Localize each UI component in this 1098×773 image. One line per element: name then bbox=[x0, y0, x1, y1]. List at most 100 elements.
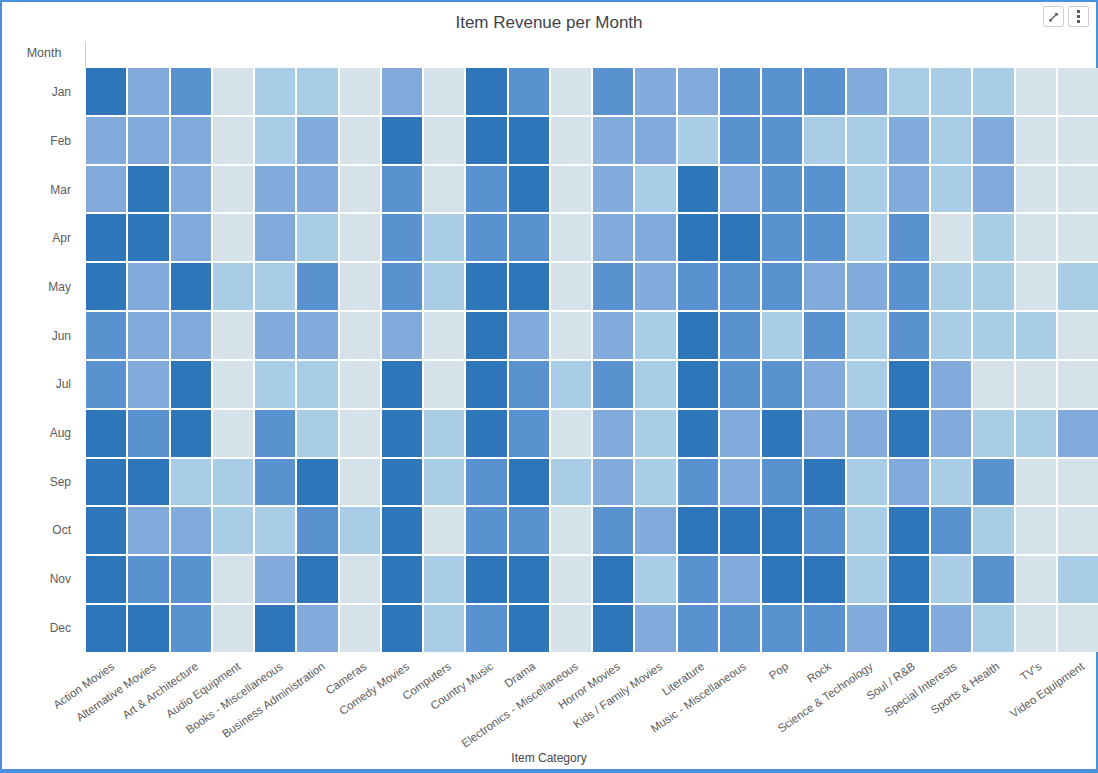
heatmap-cell[interactable] bbox=[171, 166, 211, 213]
heatmap-cell[interactable] bbox=[213, 312, 253, 359]
heatmap-cell[interactable] bbox=[1016, 410, 1056, 457]
heatmap-cell[interactable] bbox=[213, 263, 253, 310]
heatmap-cell[interactable] bbox=[340, 410, 380, 457]
heatmap-cell[interactable] bbox=[128, 263, 168, 310]
heatmap-cell[interactable] bbox=[931, 166, 971, 213]
heatmap-cell[interactable] bbox=[297, 556, 337, 603]
heatmap-cell[interactable] bbox=[593, 459, 633, 506]
heatmap-cell[interactable] bbox=[86, 263, 126, 310]
heatmap-cell[interactable] bbox=[593, 312, 633, 359]
heatmap-cell[interactable] bbox=[382, 166, 422, 213]
heatmap-cell[interactable] bbox=[720, 556, 760, 603]
heatmap-cell[interactable] bbox=[509, 263, 549, 310]
heatmap-cell[interactable] bbox=[1058, 263, 1098, 310]
heatmap-cell[interactable] bbox=[847, 507, 887, 554]
heatmap-cell[interactable] bbox=[804, 507, 844, 554]
heatmap-cell[interactable] bbox=[678, 68, 718, 115]
heatmap-cell[interactable] bbox=[973, 605, 1013, 652]
heatmap-cell[interactable] bbox=[973, 214, 1013, 261]
heatmap-cell[interactable] bbox=[171, 507, 211, 554]
heatmap-cell[interactable] bbox=[171, 361, 211, 408]
heatmap-cell[interactable] bbox=[889, 605, 929, 652]
heatmap-cell[interactable] bbox=[171, 556, 211, 603]
heatmap-cell[interactable] bbox=[678, 312, 718, 359]
heatmap-cell[interactable] bbox=[762, 166, 802, 213]
heatmap-cell[interactable] bbox=[128, 410, 168, 457]
heatmap-cell[interactable] bbox=[297, 312, 337, 359]
heatmap-cell[interactable] bbox=[762, 605, 802, 652]
heatmap-cell[interactable] bbox=[213, 361, 253, 408]
heatmap-cell[interactable] bbox=[213, 166, 253, 213]
heatmap-cell[interactable] bbox=[762, 410, 802, 457]
heatmap-cell[interactable] bbox=[509, 605, 549, 652]
heatmap-cell[interactable] bbox=[509, 459, 549, 506]
heatmap-cell[interactable] bbox=[466, 117, 506, 164]
heatmap-cell[interactable] bbox=[171, 68, 211, 115]
heatmap-cell[interactable] bbox=[128, 117, 168, 164]
heatmap-cell[interactable] bbox=[255, 605, 295, 652]
heatmap-cell[interactable] bbox=[593, 214, 633, 261]
heatmap-cell[interactable] bbox=[340, 214, 380, 261]
heatmap-cell[interactable] bbox=[635, 556, 675, 603]
heatmap-cell[interactable] bbox=[593, 361, 633, 408]
heatmap-cell[interactable] bbox=[678, 263, 718, 310]
heatmap-cell[interactable] bbox=[509, 312, 549, 359]
heatmap-cell[interactable] bbox=[973, 68, 1013, 115]
heatmap-cell[interactable] bbox=[847, 410, 887, 457]
heatmap-cell[interactable] bbox=[340, 166, 380, 213]
heatmap-cell[interactable] bbox=[171, 312, 211, 359]
heatmap-cell[interactable] bbox=[171, 214, 211, 261]
heatmap-cell[interactable] bbox=[255, 361, 295, 408]
heatmap-cell[interactable] bbox=[340, 459, 380, 506]
heatmap-cell[interactable] bbox=[382, 263, 422, 310]
heatmap-cell[interactable] bbox=[213, 605, 253, 652]
heatmap-cell[interactable] bbox=[424, 312, 464, 359]
heatmap-cell[interactable] bbox=[720, 263, 760, 310]
heatmap-cell[interactable] bbox=[297, 117, 337, 164]
heatmap-cell[interactable] bbox=[466, 214, 506, 261]
heatmap-cell[interactable] bbox=[340, 605, 380, 652]
heatmap-cell[interactable] bbox=[931, 214, 971, 261]
heatmap-cell[interactable] bbox=[466, 507, 506, 554]
heatmap-cell[interactable] bbox=[509, 507, 549, 554]
heatmap-cell[interactable] bbox=[847, 459, 887, 506]
heatmap-cell[interactable] bbox=[1058, 507, 1098, 554]
heatmap-cell[interactable] bbox=[931, 361, 971, 408]
heatmap-cell[interactable] bbox=[720, 312, 760, 359]
heatmap-cell[interactable] bbox=[593, 117, 633, 164]
heatmap-cell[interactable] bbox=[340, 556, 380, 603]
heatmap-cell[interactable] bbox=[889, 68, 929, 115]
heatmap-cell[interactable] bbox=[86, 410, 126, 457]
heatmap-cell[interactable] bbox=[509, 166, 549, 213]
heatmap-cell[interactable] bbox=[889, 410, 929, 457]
heatmap-cell[interactable] bbox=[889, 166, 929, 213]
heatmap-cell[interactable] bbox=[551, 68, 591, 115]
heatmap-cell[interactable] bbox=[804, 214, 844, 261]
heatmap-cell[interactable] bbox=[720, 459, 760, 506]
heatmap-cell[interactable] bbox=[255, 263, 295, 310]
heatmap-cell[interactable] bbox=[340, 507, 380, 554]
heatmap-cell[interactable] bbox=[804, 605, 844, 652]
heatmap-cell[interactable] bbox=[804, 68, 844, 115]
heatmap-cell[interactable] bbox=[762, 459, 802, 506]
heatmap-cell[interactable] bbox=[973, 556, 1013, 603]
heatmap-cell[interactable] bbox=[128, 214, 168, 261]
heatmap-cell[interactable] bbox=[551, 263, 591, 310]
heatmap-cell[interactable] bbox=[1058, 556, 1098, 603]
heatmap-cell[interactable] bbox=[593, 507, 633, 554]
heatmap-cell[interactable] bbox=[889, 263, 929, 310]
heatmap-cell[interactable] bbox=[1016, 361, 1056, 408]
heatmap-cell[interactable] bbox=[86, 556, 126, 603]
heatmap-cell[interactable] bbox=[466, 605, 506, 652]
heatmap-cell[interactable] bbox=[678, 214, 718, 261]
heatmap-cell[interactable] bbox=[635, 263, 675, 310]
heatmap-cell[interactable] bbox=[255, 117, 295, 164]
heatmap-cell[interactable] bbox=[847, 605, 887, 652]
heatmap-cell[interactable] bbox=[973, 263, 1013, 310]
heatmap-cell[interactable] bbox=[1016, 214, 1056, 261]
heatmap-cell[interactable] bbox=[382, 556, 422, 603]
heatmap-cell[interactable] bbox=[297, 68, 337, 115]
heatmap-cell[interactable] bbox=[382, 312, 422, 359]
menu-button[interactable] bbox=[1068, 6, 1089, 27]
heatmap-cell[interactable] bbox=[171, 117, 211, 164]
